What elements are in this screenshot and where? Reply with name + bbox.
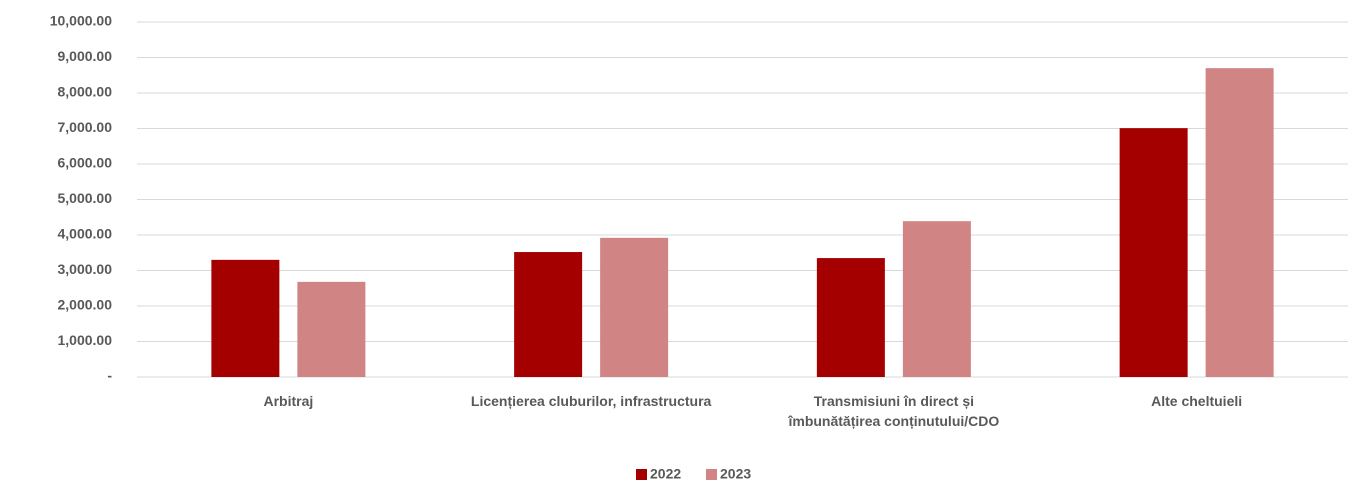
legend-label: 2022 [650, 466, 681, 482]
y-tick-label: 7,000.00 [58, 119, 113, 135]
y-tick-label: 1,000.00 [58, 332, 113, 348]
bar [902, 221, 971, 377]
x-tick-label: Licențierea cluburilor, infrastructura [470, 393, 712, 409]
bar [1119, 128, 1188, 377]
legend-swatch [636, 469, 647, 480]
y-tick-label: 4,000.00 [58, 226, 113, 242]
y-tick-label: 2,000.00 [58, 297, 113, 313]
legend-label: 2023 [720, 466, 751, 482]
bar [600, 237, 669, 377]
y-tick-label: - [107, 368, 112, 384]
bar [1205, 68, 1274, 378]
y-tick-label: 9,000.00 [58, 48, 113, 64]
x-tick-label: Transmisiuni în direct și îmbunătățirea … [788, 393, 1000, 429]
bar [211, 259, 280, 377]
y-tick-label: 10,000.00 [50, 13, 112, 29]
y-tick-label: 8,000.00 [58, 84, 113, 100]
y-tick-label: 3,000.00 [58, 261, 113, 277]
x-tick-label: Alte cheltuieli [1151, 393, 1243, 409]
bar [297, 281, 366, 377]
y-tick-label: 6,000.00 [58, 155, 113, 171]
y-tick-label: 5,000.00 [58, 190, 113, 206]
legend-swatch [706, 469, 717, 480]
bar [514, 252, 583, 377]
x-tick-label: Arbitraj [263, 393, 314, 409]
bar [816, 258, 885, 377]
